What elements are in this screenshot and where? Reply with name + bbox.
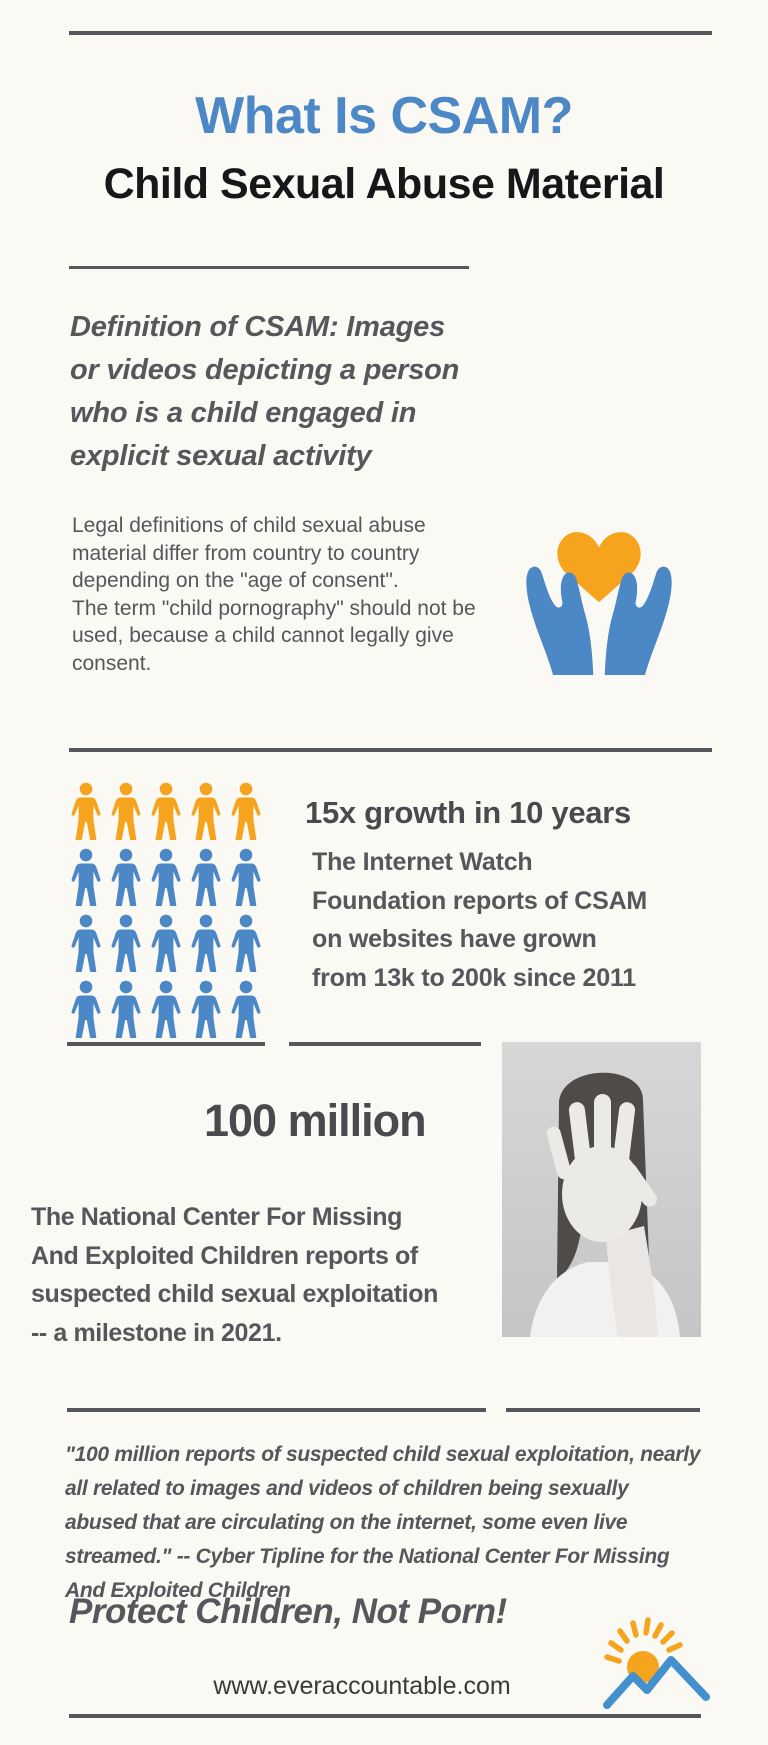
stat-headline: 100 million bbox=[204, 1095, 427, 1146]
person-icon bbox=[71, 782, 101, 840]
person-icon bbox=[231, 980, 261, 1038]
pictogram-underline bbox=[67, 1042, 265, 1046]
growth-heading: 15x growth in 10 years bbox=[305, 795, 631, 830]
quote-divider-right bbox=[506, 1408, 700, 1412]
person-icon bbox=[111, 980, 141, 1038]
stop-gesture-photo bbox=[502, 1042, 701, 1337]
quote-divider-left bbox=[67, 1408, 486, 1412]
person-icon bbox=[111, 848, 141, 906]
person-icon bbox=[71, 980, 101, 1038]
definition-text: Definition of CSAM: Images or videos dep… bbox=[70, 311, 460, 472]
person-icon bbox=[191, 914, 221, 972]
person-icon bbox=[71, 848, 101, 906]
page-title: What Is CSAM? bbox=[195, 87, 573, 145]
top-divider bbox=[69, 31, 712, 35]
person-icon bbox=[191, 848, 221, 906]
people-pictogram bbox=[66, 782, 270, 1046]
person-icon bbox=[231, 782, 261, 840]
website-url: www.everaccountable.com bbox=[213, 1672, 511, 1700]
legal-note-text: Legal definitions of child sexual abuse … bbox=[72, 514, 476, 675]
hands-heart-icon bbox=[508, 516, 690, 676]
section-divider bbox=[69, 748, 712, 752]
person-icon bbox=[71, 914, 101, 972]
person-icon bbox=[151, 782, 181, 840]
person-icon bbox=[191, 980, 221, 1038]
person-icon bbox=[191, 782, 221, 840]
milestone-body-text: The National Center For Missing And Expl… bbox=[31, 1203, 438, 1347]
person-icon bbox=[111, 914, 141, 972]
page-subtitle: Child Sexual Abuse Material bbox=[103, 160, 665, 208]
quote-text: "100 million reports of suspected child … bbox=[65, 1443, 701, 1602]
person-icon bbox=[231, 914, 261, 972]
tagline-text: Protect Children, Not Porn! bbox=[69, 1592, 507, 1631]
person-icon bbox=[151, 980, 181, 1038]
person-icon bbox=[231, 848, 261, 906]
person-icon bbox=[111, 782, 141, 840]
person-icon bbox=[151, 848, 181, 906]
subtitle-divider bbox=[69, 266, 469, 269]
bottom-divider bbox=[69, 1714, 701, 1718]
person-icon bbox=[151, 914, 181, 972]
sun-mountain-logo-icon bbox=[603, 1616, 711, 1712]
stat-underline bbox=[289, 1042, 481, 1046]
growth-body-text: The Internet Watch Foundation reports of… bbox=[312, 848, 648, 992]
